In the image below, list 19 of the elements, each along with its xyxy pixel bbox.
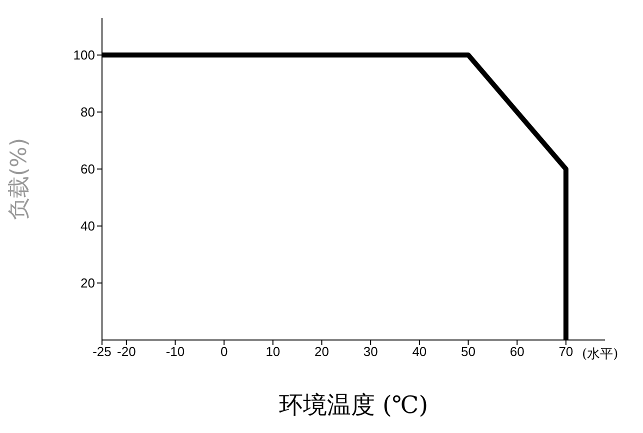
x-tick-label: 60	[510, 344, 524, 360]
x-tick-label: 50	[461, 344, 476, 360]
y-tick-label: 80	[80, 104, 95, 120]
x-axis-title: 环境温度 (℃)	[278, 391, 428, 419]
x-tick-label: 10	[266, 344, 280, 360]
text: (水平)	[582, 346, 618, 363]
y-axis-title: 负载(%)	[6, 138, 32, 220]
x-tick-label: 20	[314, 344, 329, 360]
x-tick-label: -10	[166, 344, 185, 360]
x-tick-label: -25	[92, 344, 112, 360]
y-tick-label: 60	[80, 162, 95, 177]
x-tick-label: 40	[412, 344, 427, 360]
x-tick-label: 0	[220, 344, 228, 360]
y-tick-label: 40	[80, 218, 95, 234]
x-tick-label: 70	[558, 344, 574, 360]
y-tick-label: 20	[80, 276, 95, 291]
x-tick-label: -20	[117, 344, 136, 360]
x-tick-label: 30	[363, 344, 378, 360]
y-tick-label: 100	[73, 48, 95, 63]
